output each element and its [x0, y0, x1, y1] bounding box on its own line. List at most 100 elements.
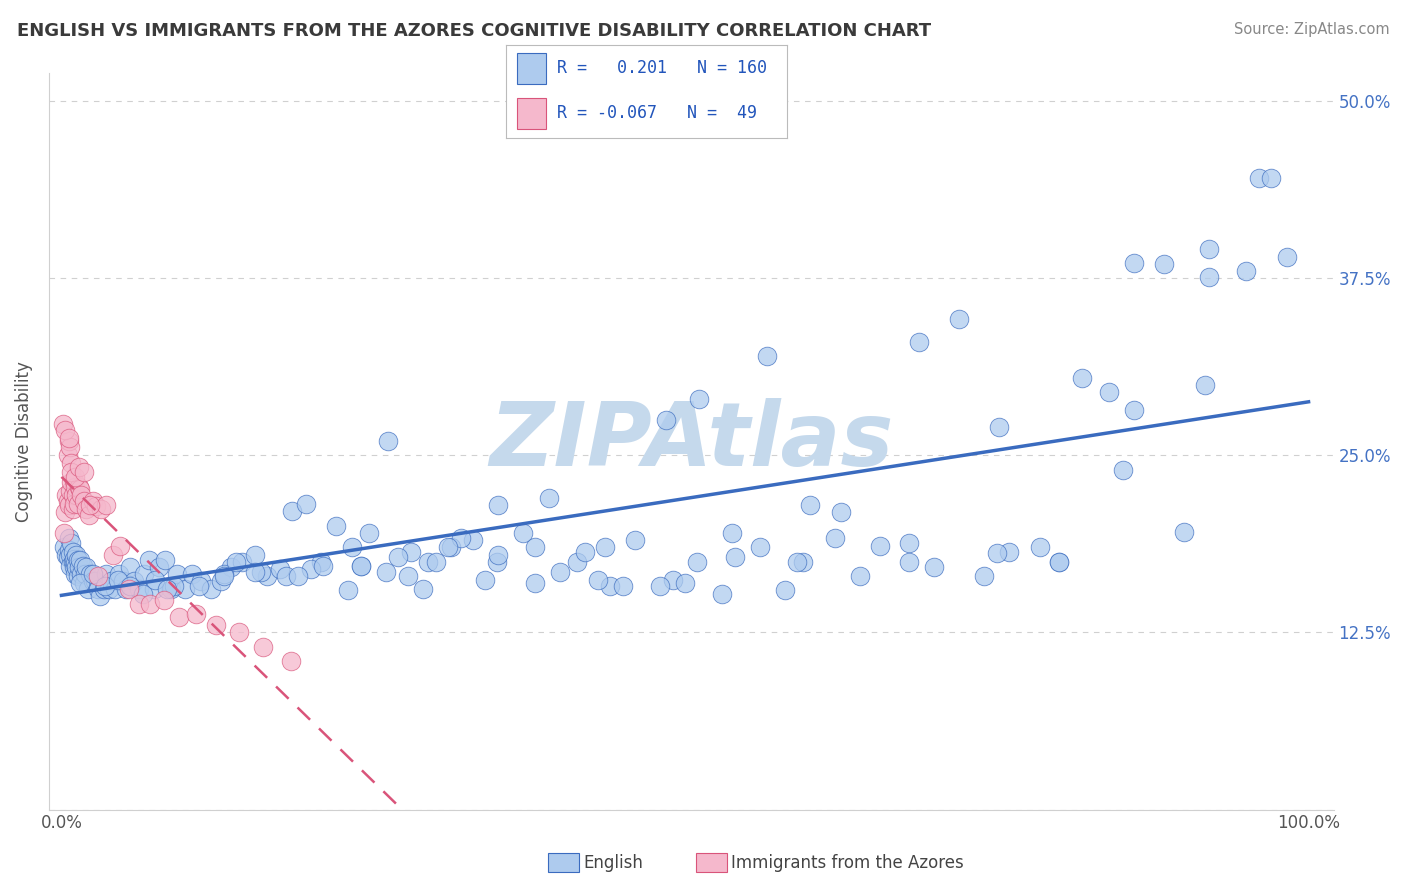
Point — [1173, 524, 1195, 539]
Point — [281, 503, 304, 517]
Point — [63, 497, 86, 511]
Point — [55, 488, 77, 502]
Point — [79, 567, 101, 582]
Point — [612, 579, 634, 593]
Point — [143, 573, 166, 587]
Point — [166, 567, 188, 582]
Point — [76, 582, 98, 596]
Point — [77, 508, 100, 522]
Point — [661, 573, 683, 587]
Point — [73, 466, 96, 480]
Point — [75, 502, 97, 516]
Point — [1198, 242, 1220, 256]
Point — [437, 541, 460, 555]
Point — [748, 541, 770, 555]
Point — [93, 582, 115, 596]
Point — [58, 531, 80, 545]
Point — [67, 480, 90, 494]
Text: English: English — [583, 854, 644, 871]
Point — [139, 597, 162, 611]
Point — [118, 560, 141, 574]
Point — [63, 567, 86, 582]
Point — [104, 582, 127, 596]
Point — [599, 579, 621, 593]
Point — [337, 582, 360, 597]
Point — [1070, 370, 1092, 384]
Point — [56, 493, 79, 508]
FancyBboxPatch shape — [517, 53, 546, 84]
Point — [209, 574, 232, 589]
Point — [212, 567, 235, 582]
Point — [142, 582, 165, 596]
Point — [69, 553, 91, 567]
Point — [53, 423, 76, 437]
Point — [89, 589, 111, 603]
Point — [156, 582, 179, 596]
Point — [1153, 257, 1175, 271]
Point — [152, 593, 174, 607]
Point — [1260, 170, 1282, 185]
Point — [52, 417, 75, 432]
Point — [86, 569, 108, 583]
Point — [163, 579, 186, 593]
Point — [756, 349, 779, 363]
Point — [374, 565, 396, 579]
Point — [59, 558, 82, 573]
Point — [205, 618, 228, 632]
Point — [167, 610, 190, 624]
Point — [1198, 269, 1220, 284]
Point — [122, 574, 145, 589]
Point — [187, 579, 209, 593]
Point — [799, 498, 821, 512]
Point — [898, 555, 921, 569]
Point — [450, 531, 472, 545]
Point — [62, 502, 84, 516]
Point — [60, 466, 83, 480]
Point — [524, 541, 547, 555]
Point — [908, 335, 931, 350]
Point — [219, 560, 242, 574]
Point — [256, 569, 278, 583]
Point — [512, 526, 534, 541]
Point — [848, 569, 870, 583]
Point — [108, 539, 131, 553]
Point — [565, 555, 588, 569]
Point — [252, 640, 274, 654]
Point — [111, 574, 134, 589]
Point — [538, 491, 561, 505]
Point — [486, 498, 509, 512]
Point — [461, 533, 484, 548]
Point — [574, 545, 596, 559]
Point — [948, 312, 970, 326]
Point — [65, 548, 87, 562]
Point — [243, 565, 266, 579]
Point — [312, 558, 335, 573]
Point — [160, 582, 183, 596]
Point — [96, 567, 118, 582]
Point — [387, 550, 409, 565]
Point — [66, 553, 89, 567]
Point — [190, 574, 212, 589]
Point — [67, 459, 90, 474]
Point — [60, 475, 83, 490]
Point — [200, 582, 222, 596]
Point — [711, 587, 734, 601]
Point — [63, 480, 86, 494]
Point — [75, 567, 97, 582]
Point — [721, 526, 744, 541]
Point — [269, 562, 291, 576]
Text: Immigrants from the Azores: Immigrants from the Azores — [731, 854, 965, 871]
Point — [773, 582, 796, 597]
Point — [1234, 264, 1257, 278]
Point — [439, 541, 461, 555]
Point — [399, 545, 422, 559]
Point — [1123, 403, 1146, 417]
Point — [132, 567, 155, 582]
Point — [524, 575, 547, 590]
Point — [56, 550, 79, 565]
Point — [924, 560, 946, 574]
Point — [274, 569, 297, 583]
Point — [90, 502, 112, 516]
Point — [70, 567, 93, 582]
Point — [138, 553, 160, 567]
